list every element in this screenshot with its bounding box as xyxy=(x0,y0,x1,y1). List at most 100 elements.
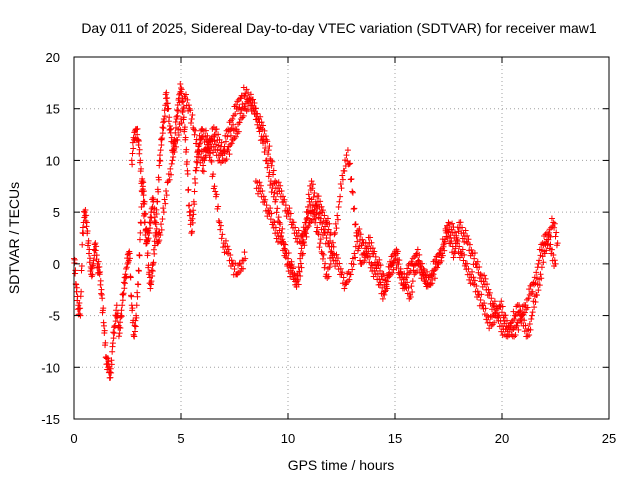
data-point xyxy=(117,325,124,332)
x-tick-label: 20 xyxy=(495,431,509,446)
data-point xyxy=(178,86,185,93)
data-point xyxy=(87,255,94,262)
data-point xyxy=(166,176,173,183)
data-point xyxy=(482,305,489,312)
data-point xyxy=(100,305,107,312)
data-point xyxy=(239,101,246,108)
data-point xyxy=(228,257,235,264)
data-point xyxy=(365,248,372,255)
data-point xyxy=(200,168,207,175)
data-point xyxy=(416,251,423,258)
data-point xyxy=(267,216,274,223)
data-point xyxy=(231,266,238,273)
data-point xyxy=(359,236,366,243)
data-point xyxy=(491,319,498,326)
data-point xyxy=(237,110,244,117)
data-point xyxy=(453,234,460,241)
data-point xyxy=(352,243,359,250)
data-point xyxy=(317,215,324,222)
data-point xyxy=(252,105,259,112)
data-point xyxy=(428,271,435,278)
data-point xyxy=(190,126,197,133)
data-point xyxy=(167,165,174,172)
data-point xyxy=(161,107,168,114)
x-tick-label: 10 xyxy=(281,431,295,446)
data-point xyxy=(349,188,356,195)
data-point xyxy=(268,189,275,196)
data-point xyxy=(202,152,209,159)
data-point xyxy=(261,148,268,155)
data-point xyxy=(322,260,329,267)
data-point xyxy=(260,136,267,143)
data-point xyxy=(156,152,163,159)
data-point xyxy=(319,250,326,257)
data-point xyxy=(107,374,114,381)
data-point xyxy=(289,264,296,271)
data-point xyxy=(129,150,136,157)
data-point xyxy=(449,220,456,227)
data-point xyxy=(190,211,197,218)
data-point xyxy=(131,322,138,329)
data-point xyxy=(109,340,116,347)
data-point xyxy=(349,266,356,273)
data-point xyxy=(381,291,388,298)
data-point xyxy=(431,266,438,273)
data-point xyxy=(193,164,200,171)
x-tick-label: 25 xyxy=(602,431,616,446)
data-point xyxy=(112,318,119,325)
data-point xyxy=(101,327,108,334)
data-point xyxy=(471,277,478,284)
data-point xyxy=(138,165,145,172)
data-point xyxy=(165,105,172,112)
data-point xyxy=(97,277,104,284)
data-point xyxy=(131,333,138,340)
data-point xyxy=(285,255,291,262)
data-point xyxy=(112,323,119,330)
data-point xyxy=(163,188,170,195)
data-point xyxy=(191,201,198,208)
data-point xyxy=(217,226,224,233)
data-point xyxy=(314,224,321,231)
data-point xyxy=(547,241,554,248)
data-point xyxy=(277,232,284,239)
data-point xyxy=(392,255,399,262)
data-point xyxy=(265,151,272,158)
data-point xyxy=(314,201,321,208)
data-point xyxy=(98,286,105,293)
data-point xyxy=(251,99,258,106)
data-point xyxy=(476,264,483,271)
data-point xyxy=(441,238,448,245)
data-point xyxy=(135,281,142,288)
data-point xyxy=(347,271,354,278)
data-point xyxy=(184,158,191,165)
data-point xyxy=(266,143,273,150)
data-point xyxy=(352,221,359,228)
data-point xyxy=(192,179,199,186)
data-point xyxy=(157,147,164,154)
data-point xyxy=(124,260,131,267)
data-point xyxy=(315,231,322,238)
data-point xyxy=(159,124,166,131)
data-point xyxy=(313,209,320,216)
data-point xyxy=(171,148,178,155)
data-point xyxy=(71,256,78,263)
data-point xyxy=(316,244,323,251)
data-point xyxy=(193,158,200,165)
data-point xyxy=(191,188,198,195)
data-point xyxy=(465,236,472,243)
data-point xyxy=(169,157,176,164)
y-axis-label: SDTVAR / TECUs xyxy=(6,182,22,294)
data-point xyxy=(184,170,191,177)
data-point xyxy=(227,141,234,148)
data-point xyxy=(303,216,310,223)
data-point xyxy=(537,271,544,278)
data-point xyxy=(129,161,136,168)
data-point xyxy=(552,260,559,267)
data-point xyxy=(367,234,374,241)
data-point xyxy=(318,203,325,210)
data-point xyxy=(356,225,363,232)
data-point xyxy=(156,157,163,164)
data-point xyxy=(160,119,167,126)
data-point xyxy=(550,219,557,226)
data-point xyxy=(259,136,266,143)
